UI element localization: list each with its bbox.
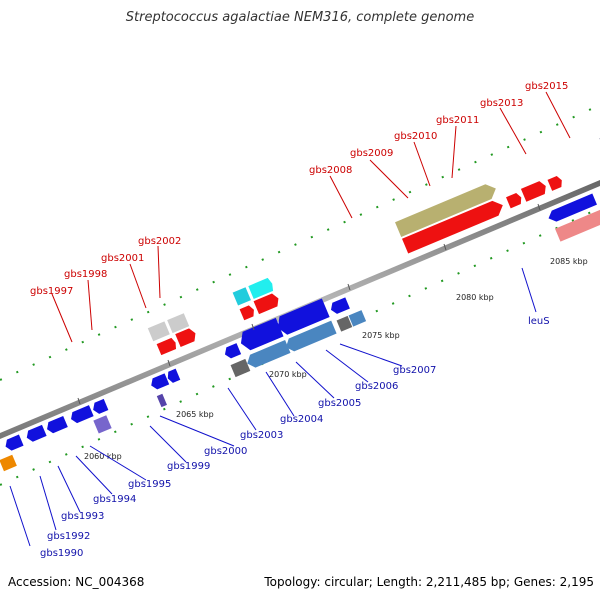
label-gbs2000[interactable]: gbs2000 <box>204 446 247 457</box>
gene-gbs2004-steel[interactable] <box>245 340 291 370</box>
label-gbs2008[interactable]: gbs2008 <box>309 165 352 176</box>
gene-gbs1999[interactable] <box>149 373 170 391</box>
gene-gbs2001[interactable] <box>239 304 257 321</box>
gene-gbs2001b[interactable] <box>253 292 282 315</box>
gene-gray-1[interactable] <box>147 321 170 342</box>
gene-gbs2007[interactable] <box>348 310 367 327</box>
scale-label-2080: 2080 kbp <box>456 293 494 302</box>
label-leuS[interactable]: leuS <box>528 316 550 327</box>
scale-label-2070: 2070 kbp <box>269 370 307 379</box>
gene-purple-2[interactable] <box>156 393 167 408</box>
gene-rev-3[interactable] <box>45 415 68 435</box>
gene-gbs2000[interactable] <box>165 368 181 384</box>
gene-gbs2004[interactable] <box>237 317 284 353</box>
trna-gbs2001[interactable] <box>232 287 251 306</box>
label-gbs2007[interactable]: gbs2007 <box>393 365 436 376</box>
label-gbs2009[interactable]: gbs2009 <box>350 148 393 159</box>
top-leaders <box>51 91 571 343</box>
gene-gbs2010[interactable] <box>520 180 549 202</box>
scale-label-2065: 2065 kbp <box>176 410 214 419</box>
genome-title: Streptococcus agalactiae NEM316, complet… <box>125 10 475 25</box>
gene-gray-2[interactable] <box>167 313 190 334</box>
gene-rev-1[interactable] <box>3 434 24 453</box>
gene-gbs2003[interactable] <box>223 343 242 360</box>
genome-summary: Topology: circular; Length: 2,211,485 bp… <box>264 575 594 589</box>
gene-rev-5[interactable] <box>91 398 109 415</box>
label-gbs2010[interactable]: gbs2010 <box>394 131 437 142</box>
scale-ticks <box>77 203 541 405</box>
label-gbs2005[interactable]: gbs2005 <box>318 398 361 409</box>
label-gbs2001[interactable]: gbs2001 <box>101 253 144 264</box>
gene-gbs2003-gray[interactable] <box>230 358 251 378</box>
gene-gbs2006-gray[interactable] <box>336 315 353 332</box>
accession-label: Accession: NC_004368 <box>8 575 145 589</box>
label-gbs1997[interactable]: gbs1997 <box>30 286 73 297</box>
scale-label-2085: 2085 kbp <box>550 257 588 266</box>
label-gbs2002[interactable]: gbs2002 <box>138 236 181 247</box>
gene-gbs2009[interactable] <box>506 192 524 209</box>
label-gbs1999[interactable]: gbs1999 <box>167 461 210 472</box>
label-gbs1995[interactable]: gbs1995 <box>128 479 171 490</box>
gene-gbs1998[interactable] <box>175 327 198 348</box>
gene-gbs2005[interactable] <box>274 298 330 338</box>
reverse-genes <box>0 193 600 472</box>
forward-genes <box>147 129 600 356</box>
label-gbs2004[interactable]: gbs2004 <box>280 414 323 425</box>
gene-purple-1[interactable] <box>93 415 112 434</box>
label-gbs1992[interactable]: gbs1992 <box>47 531 90 542</box>
gene-gbs2006[interactable] <box>329 297 350 315</box>
label-gbs2003[interactable]: gbs2003 <box>240 430 283 441</box>
scale-label-2060: 2060 kbp <box>84 452 122 461</box>
gene-leuS-blue[interactable] <box>546 193 597 224</box>
label-gbs2015[interactable]: gbs2015 <box>525 81 568 92</box>
label-gbs2011[interactable]: gbs2011 <box>436 115 479 126</box>
trna-gbs2002[interactable] <box>248 277 275 299</box>
label-gbs1990[interactable]: gbs1990 <box>40 548 83 559</box>
label-gbs2013[interactable]: gbs2013 <box>480 98 523 109</box>
gene-gbs2008-olive[interactable] <box>395 181 499 237</box>
gene-gbs2005-steel[interactable] <box>283 320 337 354</box>
label-gbs1994[interactable]: gbs1994 <box>93 494 136 505</box>
label-gbs2006[interactable]: gbs2006 <box>355 381 398 392</box>
label-gbs1998[interactable]: gbs1998 <box>64 269 107 280</box>
gene-gbs1997[interactable] <box>156 337 178 356</box>
bottom-leaders <box>9 267 537 547</box>
scale-label-2075: 2075 kbp <box>362 331 400 340</box>
gene-leuS[interactable] <box>555 207 600 242</box>
gene-gbs2011[interactable] <box>547 175 565 191</box>
gene-orange[interactable] <box>0 454 17 472</box>
gene-rev-2[interactable] <box>24 424 47 443</box>
gene-gbs2008[interactable] <box>401 198 506 254</box>
gene-rev-4[interactable] <box>69 405 94 425</box>
label-gbs1993[interactable]: gbs1993 <box>61 511 104 522</box>
